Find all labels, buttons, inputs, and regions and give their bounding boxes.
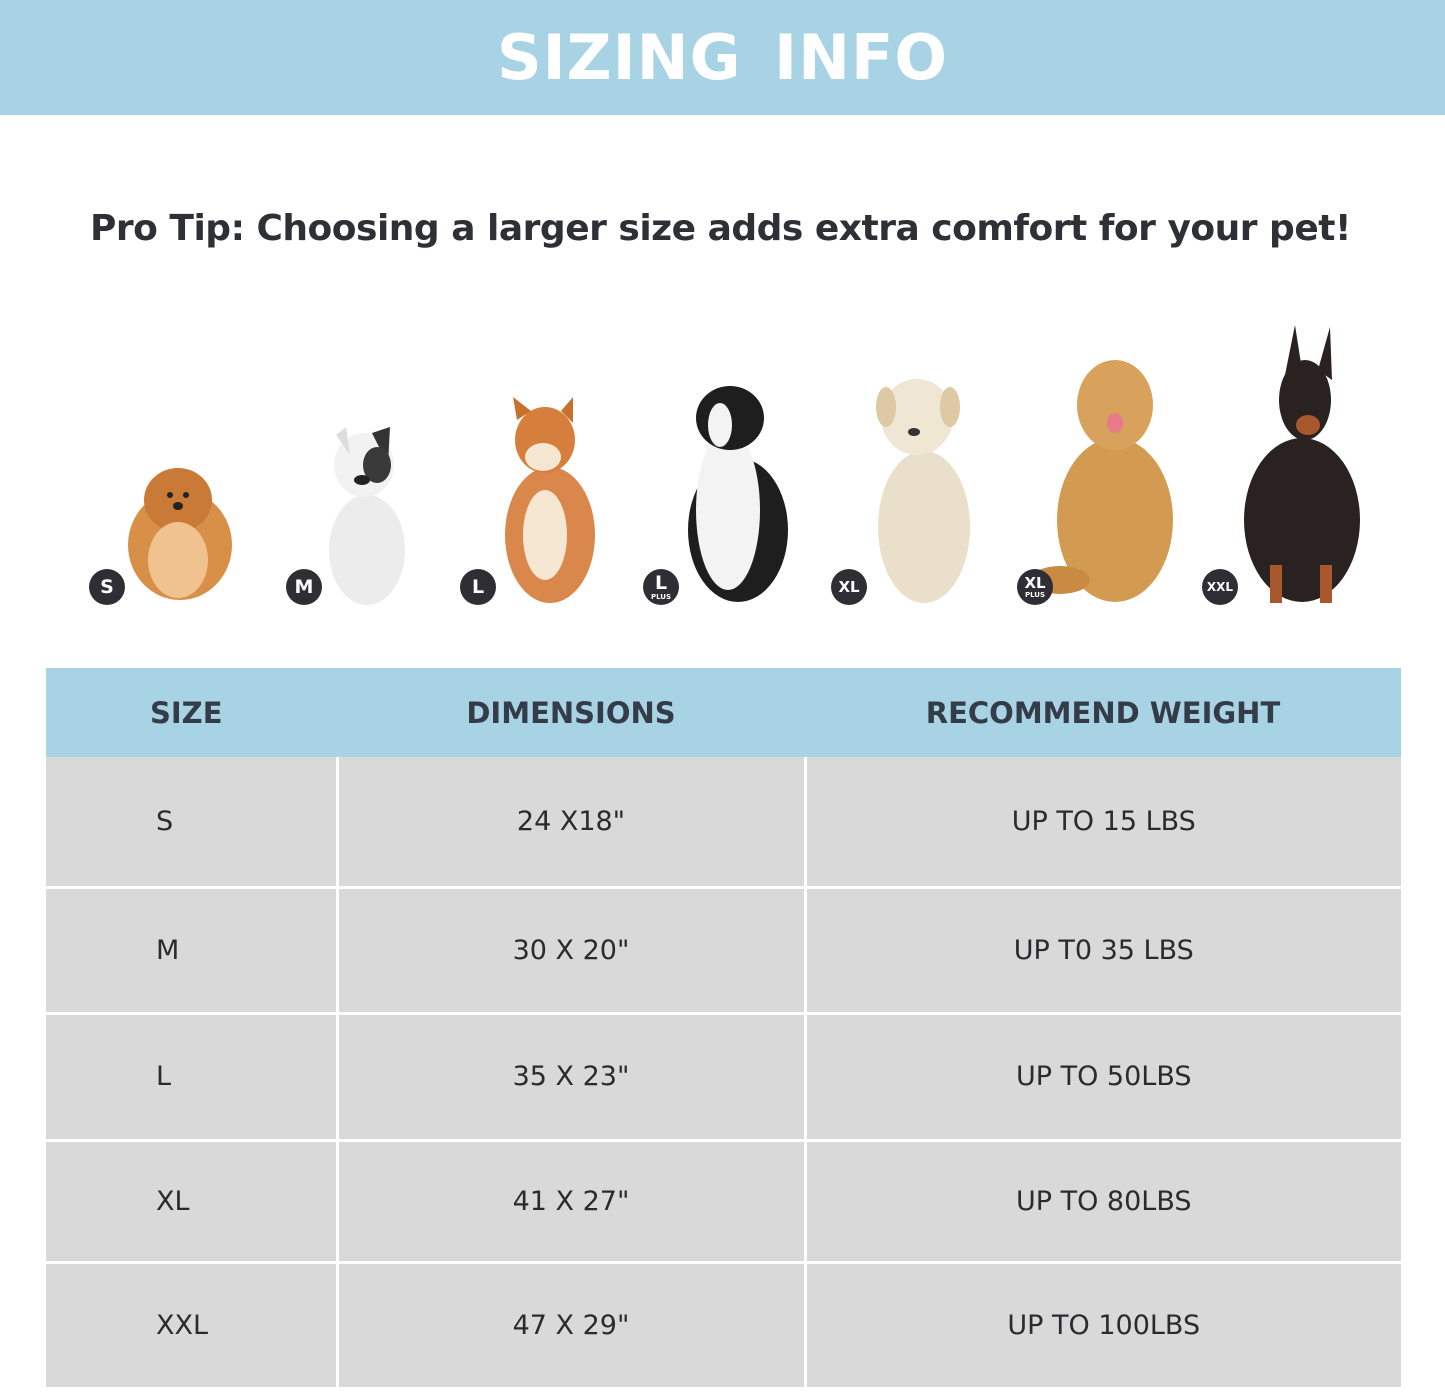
table-row: M 30 X 20" UP T0 35 LBS [46,885,1401,1015]
header-size: SIZE [46,668,337,757]
weight-cell: UP TO 100LBS [805,1260,1401,1387]
weight-cell: UP TO 50LBS [805,1011,1401,1142]
badge-label: M [294,575,314,598]
border-collie-image [688,386,788,602]
size-badge-xxl: XXL [1202,569,1238,605]
weight-cell: UP T0 35 LBS [805,885,1401,1015]
header-weight: RECOMMEND WEIGHT [805,668,1401,757]
shiba-inu-image [505,397,595,603]
badge-label: L [471,575,485,598]
sizing-table: SIZE DIMENSIONS RECOMMEND WEIGHT S 24 X1… [46,668,1401,1387]
weight-cell: UP TO 80LBS [805,1138,1401,1264]
table-row: XL 41 X 27" UP TO 80LBS [46,1138,1401,1264]
pro-tip: Pro Tip: Choosing a larger size adds ext… [90,208,1351,249]
golden-retriever-image [1030,360,1173,602]
size-cell: S [46,757,339,889]
weight-cell: UP TO 15 LBS [805,757,1401,889]
pomeranian-image [128,468,232,600]
badge-label: XL [838,577,860,596]
title-banner: SIZING INFO [0,0,1445,115]
size-cell: L [46,1011,339,1142]
labrador-image [876,379,970,603]
badge-label: XL [1024,573,1046,592]
badge-plus: PLUS [1024,590,1046,599]
dimensions-cell: 30 X 20" [337,885,807,1015]
size-badge-l: L [460,569,496,605]
size-badge-l-plus: L PLUS [643,569,679,605]
badge-label: XXL [1206,580,1234,594]
size-cell: XL [46,1138,339,1264]
badge-label: L [654,571,668,594]
dimensions-cell: 41 X 27" [337,1138,807,1264]
size-cell: XXL [46,1260,339,1387]
page-title: SIZING INFO [496,21,949,94]
dimensions-cell: 47 X 29" [337,1260,807,1387]
table-header-row: SIZE DIMENSIONS RECOMMEND WEIGHT [46,668,1401,757]
badge-label: S [100,575,114,598]
size-badge-s: S [89,569,125,605]
doberman-image [1244,325,1360,603]
size-badge-xl-plus: XL PLUS [1017,569,1053,605]
size-badge-m: M [286,569,322,605]
badge-plus: PLUS [650,592,672,601]
french-bulldog-image [329,427,405,605]
size-badge-xl: XL [831,569,867,605]
size-cell: M [46,885,339,1015]
table-row: XXL 47 X 29" UP TO 100LBS [46,1260,1401,1387]
table-row: L 35 X 23" UP TO 50LBS [46,1011,1401,1142]
table-row: S 24 X18" UP TO 15 LBS [46,757,1401,889]
dimensions-cell: 24 X18" [337,757,807,889]
header-dimensions: DIMENSIONS [337,668,805,757]
dimensions-cell: 35 X 23" [337,1011,807,1142]
